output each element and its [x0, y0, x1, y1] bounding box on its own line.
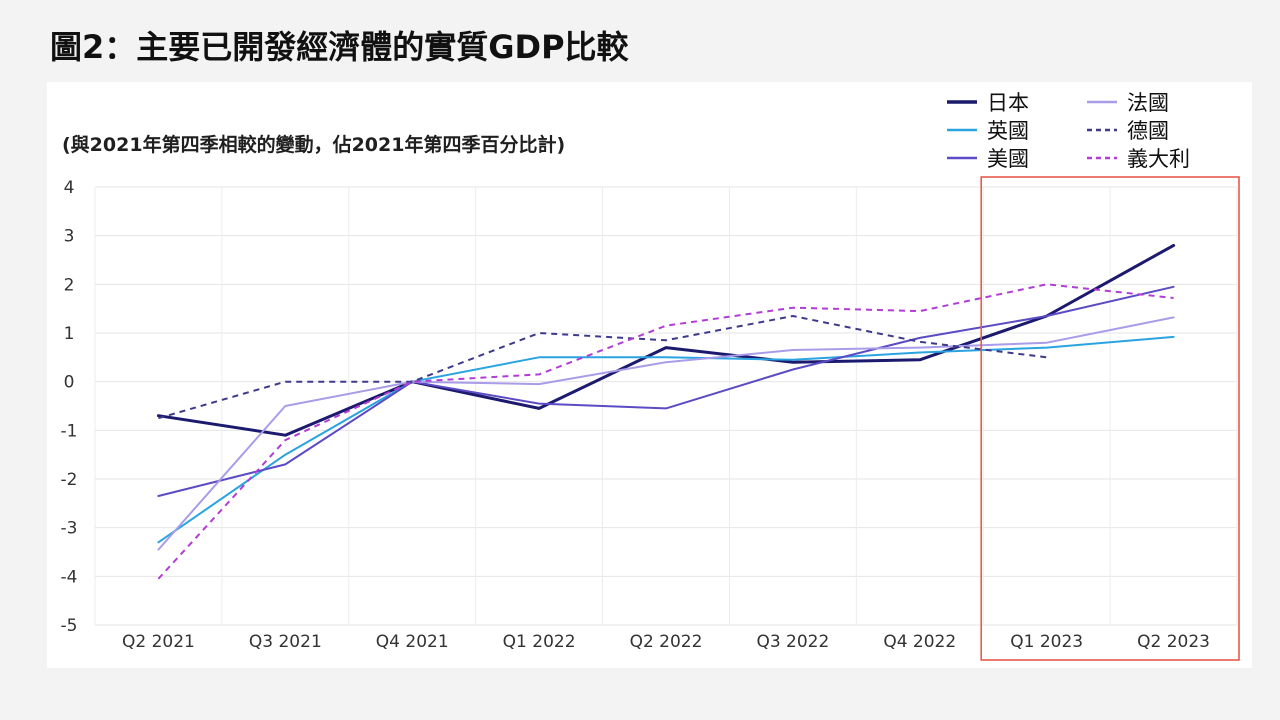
y-tick-label: -3 [61, 519, 78, 539]
legend-label: 德國 [1127, 119, 1169, 143]
gridlines [94, 186, 1238, 626]
series-lines [156, 243, 1176, 580]
y-tick-label: -2 [61, 470, 78, 490]
page-title: 圖2：主要已開發經濟體的實質GDP比較 [50, 28, 629, 66]
y-tick-label: -4 [61, 567, 78, 587]
x-tick-label: Q3 2022 [756, 632, 829, 652]
legend-label: 美國 [987, 147, 1029, 171]
x-tick-label: Q4 2022 [883, 632, 956, 652]
series-line [157, 283, 1174, 580]
series-line [157, 285, 1175, 497]
highlight-rect [980, 176, 1240, 661]
chart-subtitle: (與2021年第四季相較的變動，佔2021年第四季百分比計) [62, 133, 565, 156]
chart-panel: (與2021年第四季相較的變動，佔2021年第四季百分比計) 4 3 2 1 0 -1 -2… [47, 82, 1252, 668]
x-tick-label: Q1 2022 [503, 632, 576, 652]
line-chart: (與2021年第四季相較的變動，佔2021年第四季百分比計) 4 3 2 1 0 -1 -2… [61, 91, 1240, 661]
x-tick-label: Q1 2023 [1010, 632, 1083, 652]
legend-label: 日本 [987, 91, 1029, 115]
y-tick-label: -5 [61, 616, 78, 636]
x-tick-label: Q4 2021 [376, 632, 449, 652]
y-tick-label: 3 [64, 227, 75, 247]
y-tick-label: 4 [64, 178, 75, 198]
highlight-box [980, 176, 1240, 661]
series-line [157, 316, 1175, 551]
x-tick-label: Q2 2023 [1137, 632, 1210, 652]
legend-label: 義大利 [1127, 147, 1190, 171]
axis-labels: 4 3 2 1 0 -1 -2 -3 -4 -5 Q2 2021 Q3 2021 Q4 2021 Q1 2… [61, 178, 1210, 652]
series-line [156, 243, 1176, 437]
series-line [157, 335, 1175, 544]
x-tick-label: Q3 2021 [249, 632, 322, 652]
y-tick-label: -1 [61, 421, 78, 441]
y-tick-label: 0 [64, 373, 75, 393]
series-line [158, 315, 1047, 420]
x-tick-label: Q2 2022 [630, 632, 703, 652]
y-tick-label: 2 [64, 275, 75, 295]
legend-label: 法國 [1127, 91, 1169, 115]
y-tick-label: 1 [64, 324, 75, 344]
x-tick-label: Q2 2021 [122, 632, 195, 652]
legend-label: 英國 [987, 119, 1029, 143]
